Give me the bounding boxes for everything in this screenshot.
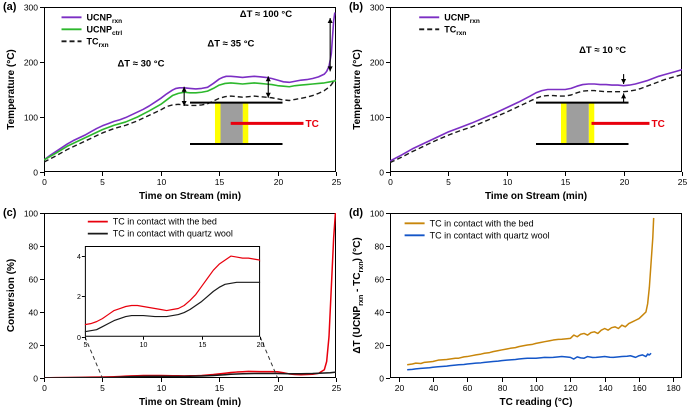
panel-b-temperature-chart bbox=[346, 0, 691, 206]
panel-a-temperature-chart bbox=[0, 0, 345, 206]
panel-d-delta-t-chart bbox=[346, 206, 691, 412]
panel-c-conversion-chart bbox=[0, 206, 345, 412]
panel-tag-b: (b) bbox=[349, 1, 364, 13]
panel-tag-a: (a) bbox=[3, 1, 17, 13]
panel-tag-d: (d) bbox=[349, 207, 364, 219]
panel-tag-c: (c) bbox=[3, 207, 17, 219]
